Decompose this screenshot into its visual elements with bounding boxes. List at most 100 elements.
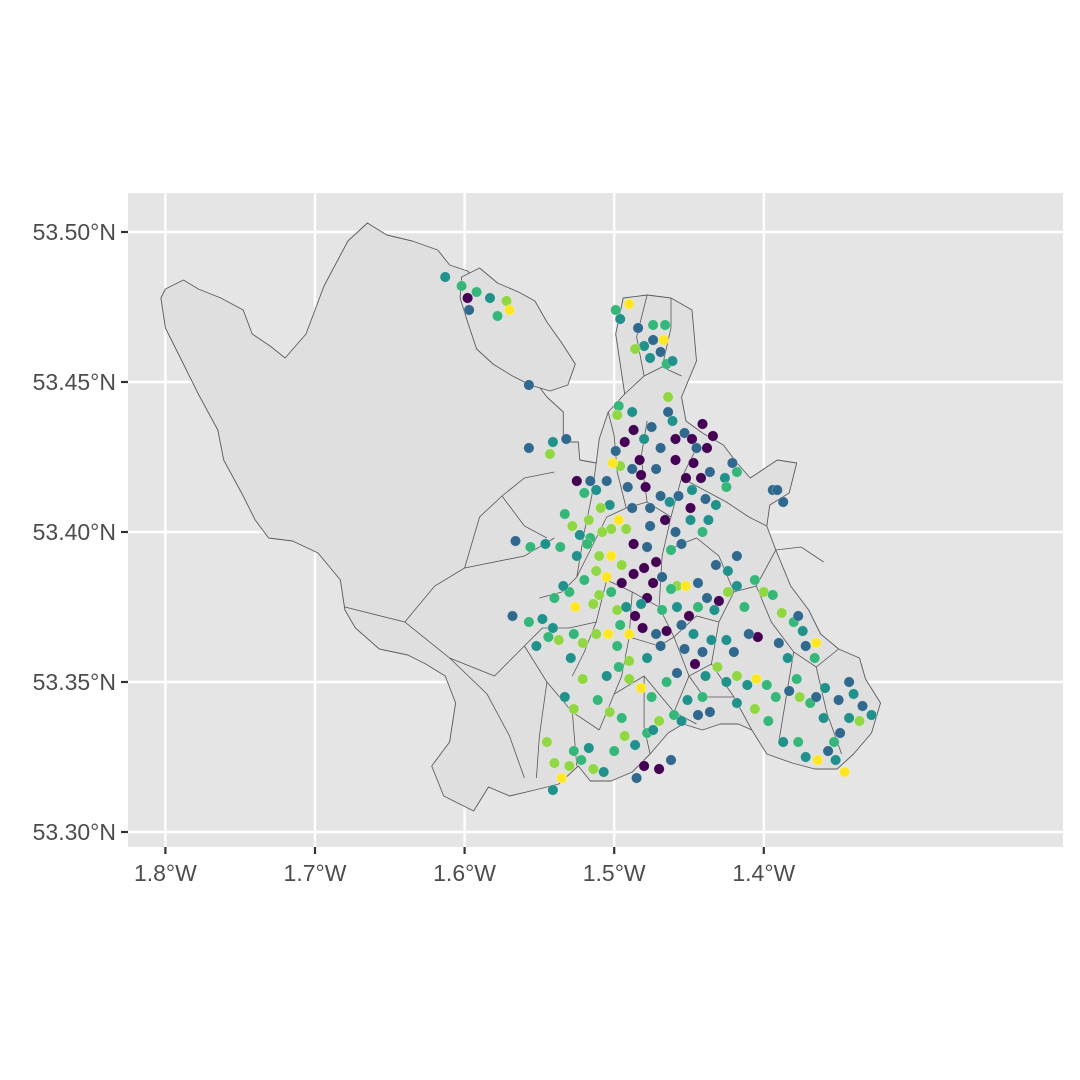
point-218 <box>608 745 620 757</box>
point-137 <box>767 589 779 601</box>
point-82 <box>559 508 571 520</box>
point-12 <box>623 298 635 310</box>
point-164 <box>547 622 559 634</box>
point-88 <box>659 514 671 526</box>
point-238 <box>762 715 774 727</box>
point-34 <box>619 436 631 448</box>
point-184 <box>711 661 723 673</box>
point-263 <box>722 565 734 577</box>
point-135 <box>749 574 761 586</box>
ward-line-4 <box>449 657 525 779</box>
point-264 <box>731 550 743 562</box>
point-50 <box>695 472 707 484</box>
point-99 <box>571 550 583 562</box>
point-258 <box>650 556 662 568</box>
point-49 <box>680 472 692 484</box>
point-28 <box>662 406 674 418</box>
point-41 <box>701 442 713 454</box>
point-119 <box>692 577 704 589</box>
point-230 <box>631 772 643 784</box>
point-256 <box>620 601 632 613</box>
point-30 <box>646 421 658 433</box>
point-192 <box>794 691 806 703</box>
point-27 <box>626 406 638 418</box>
point-101 <box>593 550 605 562</box>
point-52 <box>726 457 738 469</box>
ward-line-9 <box>643 676 651 755</box>
point-191 <box>783 685 795 697</box>
point-20 <box>644 352 656 364</box>
point-9 <box>523 379 535 391</box>
point-197 <box>848 688 860 700</box>
point-174 <box>656 604 668 616</box>
point-25 <box>613 400 625 412</box>
point-255 <box>548 592 560 604</box>
point-66 <box>686 484 698 496</box>
point-57 <box>601 475 613 487</box>
point-79 <box>596 526 608 538</box>
point-106 <box>578 574 590 586</box>
point-81 <box>574 529 586 541</box>
point-39 <box>707 430 719 442</box>
point-47 <box>635 469 647 481</box>
point-254 <box>557 580 569 592</box>
point-133 <box>731 580 743 592</box>
point-124 <box>665 583 677 595</box>
point-237 <box>749 703 761 715</box>
ward-line-6 <box>536 681 548 779</box>
point-1 <box>456 280 468 292</box>
point-168 <box>542 631 554 643</box>
point-170 <box>587 598 599 610</box>
point-165 <box>536 613 548 625</box>
point-152 <box>696 646 708 658</box>
point-94 <box>777 496 789 508</box>
point-182 <box>689 658 701 670</box>
point-146 <box>773 637 785 649</box>
point-226 <box>548 757 560 769</box>
point-123 <box>671 601 683 613</box>
point-16 <box>629 343 641 355</box>
point-217 <box>619 730 631 742</box>
point-167 <box>506 610 518 622</box>
point-220 <box>587 763 599 775</box>
point-195 <box>833 694 845 706</box>
point-40 <box>690 442 702 454</box>
point-222 <box>563 760 575 772</box>
point-10 <box>610 304 622 316</box>
point-214 <box>653 715 665 727</box>
point-8 <box>491 310 503 322</box>
y-tick-label-4: 53.30°N <box>33 819 116 845</box>
x-tick-label-1: 1.7°W <box>284 860 347 886</box>
point-93 <box>771 484 783 496</box>
point-126 <box>637 622 649 634</box>
point-113 <box>638 562 650 574</box>
point-261 <box>675 538 687 550</box>
point-32 <box>628 424 640 436</box>
y-tick-label-3: 53.35°N <box>33 669 116 695</box>
point-77 <box>613 514 625 526</box>
point-234 <box>675 715 687 727</box>
point-156 <box>641 652 653 664</box>
ward-line-33 <box>775 546 824 563</box>
point-121 <box>692 601 704 613</box>
point-223 <box>556 772 568 784</box>
point-244 <box>577 673 589 685</box>
point-251 <box>544 448 556 460</box>
point-150 <box>720 634 732 646</box>
point-60 <box>578 487 590 499</box>
point-89 <box>669 526 681 538</box>
point-3 <box>463 304 475 316</box>
point-104 <box>601 571 613 583</box>
point-76 <box>595 502 607 514</box>
point-56 <box>607 457 619 469</box>
point-145 <box>782 652 794 664</box>
point-158 <box>611 640 623 652</box>
point-141 <box>792 610 804 622</box>
point-19 <box>655 346 667 358</box>
point-245 <box>592 694 604 706</box>
point-190 <box>770 691 782 703</box>
point-151 <box>705 634 717 646</box>
point-142 <box>810 637 822 649</box>
point-68 <box>720 481 732 493</box>
point-114 <box>647 577 659 589</box>
